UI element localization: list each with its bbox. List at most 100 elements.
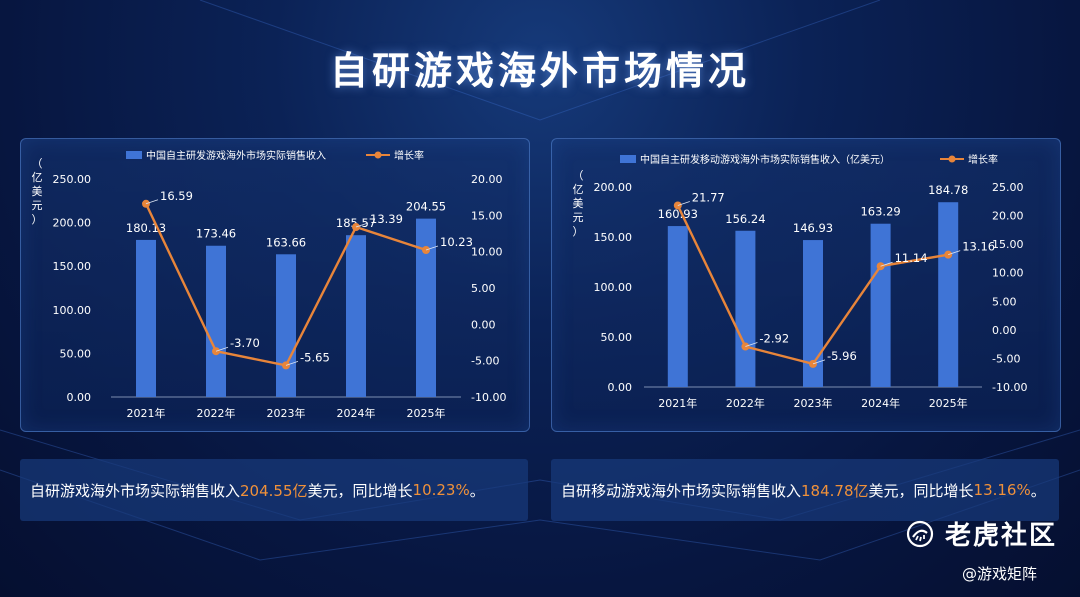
y2-tick-label: 0.00: [471, 318, 496, 331]
y2-tick-label: -10.00: [471, 391, 506, 404]
y2-tick-label: 20.00: [471, 173, 503, 186]
chart-panel-right: 中国自主研发移动游戏海外市场实际销售收入（亿美元） 增长率 （亿美元） 0.00 50.…: [551, 138, 1061, 432]
bar: [206, 245, 226, 397]
y-tick-label: 100.00: [594, 281, 633, 294]
chart-panel-left: 中国自主研发游戏海外市场实际销售收入 增长率 （亿美元） 0.00 50.00 100.0…: [20, 138, 530, 432]
line-point: [876, 262, 885, 271]
line-label-leader: [745, 342, 758, 347]
bar: [416, 218, 436, 397]
summary-highlight-value: 184.78亿: [801, 481, 869, 500]
y2-tick-label: 0.00: [992, 324, 1017, 337]
line-label-leader: [215, 346, 229, 352]
line-data-label: 16.59: [160, 189, 193, 203]
legend-line-marker: [374, 151, 382, 159]
tiger-community-icon: [906, 520, 934, 547]
chart-right: 中国自主研发移动游戏海外市场实际销售收入（亿美元） 增长率 （亿美元） 0.00 50.…: [573, 153, 1028, 410]
line-data-label: 11.14: [895, 251, 928, 265]
y2-tick-label: -5.00: [471, 355, 499, 368]
watermark-handle: @游戏矩阵: [962, 565, 1038, 583]
bar: [667, 226, 688, 387]
y-axis-label: （亿美元）: [573, 169, 584, 238]
y2-tick-label: 5.00: [471, 282, 496, 295]
bar-data-label: 204.55: [406, 200, 446, 214]
legend-line-marker: [948, 155, 956, 163]
y-axis-label: （亿美元）: [32, 157, 43, 226]
chart-left: 中国自主研发游戏海外市场实际销售收入 增长率 （亿美元） 0.00 50.00 100.0…: [32, 149, 507, 420]
line-data-label: -5.65: [300, 350, 330, 364]
y2-tick-label: 15.00: [471, 209, 503, 222]
y-tick-label: 50.00: [601, 331, 633, 344]
summary-text: 。: [469, 481, 485, 500]
line-data-label: 13.16: [962, 240, 995, 254]
x-tick-label: 2021年: [127, 406, 166, 420]
bar: [735, 230, 756, 387]
bar-data-label: 156.24: [725, 212, 765, 226]
y-tick-label: 50.00: [60, 347, 92, 360]
line-data-label: 10.23: [440, 235, 473, 249]
summary-text: 美元，同比增长: [307, 481, 413, 500]
x-tick-label: 2023年: [267, 406, 306, 420]
y-tick-label: 200.00: [53, 217, 92, 230]
y2-tick-label: 10.00: [992, 267, 1024, 280]
x-tick-label: 2022年: [197, 406, 236, 420]
y2-tick-label: 15.00: [992, 238, 1024, 251]
line-label-leader: [880, 261, 893, 267]
page-title: 自研游戏海外市场情况: [329, 49, 750, 93]
summary-text: 。: [1030, 481, 1046, 500]
bar-data-label: 163.66: [266, 235, 306, 249]
bar: [803, 240, 823, 387]
line-point: [809, 359, 817, 368]
y2-tick-label: 10.00: [471, 246, 503, 259]
y2-tick-label: -5.00: [992, 352, 1020, 365]
line-data-label: 21.77: [692, 190, 725, 204]
legend-line-label: 增长率: [394, 149, 424, 162]
line-label-leader: [425, 245, 439, 251]
bar-data-label: 173.46: [196, 227, 236, 241]
y-tick-label: 150.00: [594, 231, 633, 244]
line-label-leader: [677, 201, 690, 206]
legend-line-label: 增长率: [968, 153, 998, 166]
line-label-leader: [948, 250, 961, 256]
x-tick-label: 2024年: [861, 396, 900, 410]
y2-tick-label: 5.00: [992, 295, 1017, 308]
line-label-leader: [355, 222, 369, 228]
summary-text: 美元，同比增长: [868, 481, 974, 500]
x-tick-label: 2021年: [658, 396, 697, 410]
bar: [136, 239, 156, 397]
line-data-label: 13.39: [370, 212, 403, 226]
line-data-label: -5.96: [827, 349, 857, 363]
legend-bar-label: 中国自主研发游戏海外市场实际销售收入: [146, 149, 326, 162]
x-tick-label: 2025年: [407, 406, 446, 420]
y-tick-label: 0.00: [67, 391, 92, 404]
watermark-brand: 老虎社区: [945, 521, 1058, 551]
x-tick-label: 2022年: [726, 396, 765, 410]
y-tick-label: 100.00: [53, 304, 92, 317]
bar-data-label: 160.93: [658, 207, 698, 221]
summary-highlight-value: 204.55亿: [240, 481, 308, 500]
x-tick-label: 2025年: [929, 396, 968, 410]
y2-tick-label: 25.00: [992, 181, 1024, 194]
line-data-label: -2.92: [759, 332, 789, 346]
summary-left: 自研游戏海外市场实际销售收入 204.55亿 美元，同比增长 10.23%。: [20, 459, 528, 521]
line-data-label: -3.70: [230, 336, 260, 350]
legend-bar-swatch: [620, 155, 636, 163]
bar: [938, 202, 959, 387]
watermark: 老虎社区: [905, 515, 1057, 552]
summary-highlight-rate: 13.16%: [973, 481, 1031, 499]
y-tick-label: 0.00: [608, 381, 633, 394]
x-tick-label: 2024年: [337, 406, 376, 420]
line-label-leader: [145, 199, 159, 205]
summary-right: 自研移动游戏海外市场实际销售收入 184.78亿 美元，同比增长 13.16%。: [551, 459, 1059, 521]
bar: [276, 254, 296, 397]
legend-bar-swatch: [126, 151, 142, 159]
x-tick-label: 2023年: [794, 396, 833, 410]
line-label-leader: [285, 361, 299, 366]
line-label-leader: [812, 359, 826, 365]
y-tick-label: 150.00: [53, 260, 92, 273]
line-point: [282, 361, 290, 370]
legend-bar-label: 中国自主研发移动游戏海外市场实际销售收入（亿美元）: [640, 153, 890, 166]
summary-text: 自研游戏海外市场实际销售收入: [30, 481, 241, 500]
y-tick-label: 250.00: [53, 173, 92, 186]
bar: [870, 223, 891, 387]
y-tick-label: 200.00: [594, 181, 633, 194]
